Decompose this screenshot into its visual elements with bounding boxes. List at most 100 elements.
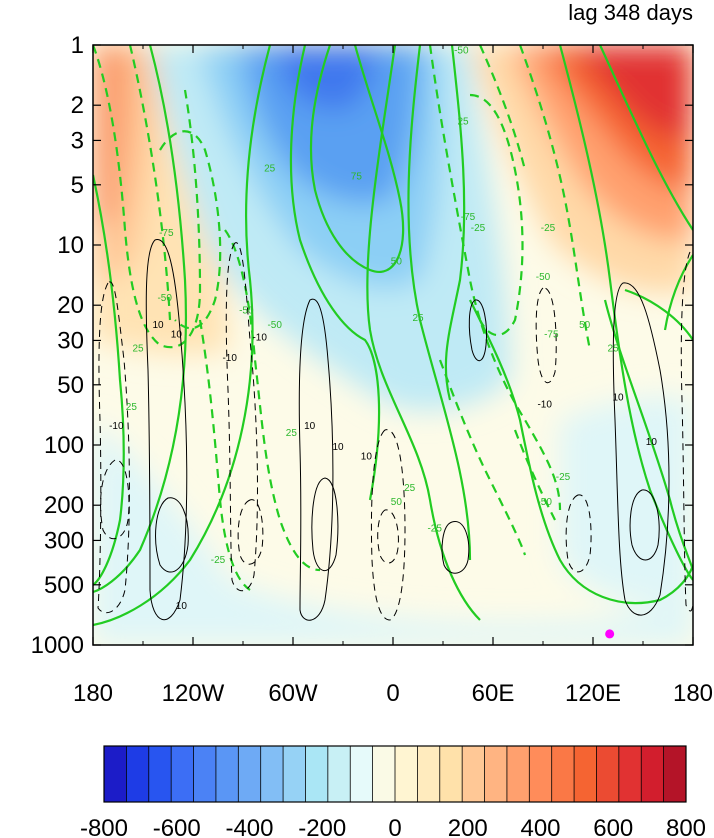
green-contour-label: 25 [412,313,424,324]
colorbar-swatch [171,746,195,802]
green-contour-label: 25 [457,117,469,128]
colorbar-swatch [529,746,553,802]
colorbar-tick-label: 200 [448,815,488,838]
green-contour-negative [478,45,527,171]
green-contour-label: 25 [607,343,619,354]
black-contour-label: 10 [612,393,624,404]
x-tick-label: 180 [673,680,713,707]
green-contour-positive [289,45,381,501]
green-contour-label: -25 [211,555,226,566]
colorbar-swatch [417,746,441,802]
green-contour-positive [93,174,125,586]
black-contours-dashed [97,242,693,621]
colorbar-swatch [484,746,508,802]
x-axis: 180 120W 60W 0 60E 120E 180 [73,45,713,707]
green-contour-positive [366,45,481,621]
filled-field [93,45,693,645]
y-tick-label: 10 [57,232,84,259]
green-contour-label: -50 [267,320,282,331]
black-contour-positive [612,282,670,616]
green-contour-positive [309,45,405,273]
green-contour-label: -25 [541,223,556,234]
colorbar-swatch [126,746,150,802]
black-contour-negative [237,499,264,565]
green-contour-label: 25 [132,343,144,354]
black-contour-negative [97,281,130,613]
black-contour-label: 10 [171,329,183,340]
green-contour-positive [603,299,693,571]
x-tick-label: 120E [565,680,621,707]
colorbar-tick-label: -600 [153,815,201,838]
field-right-high-core [575,45,690,140]
green-contour-label: -50 [157,293,172,304]
green-contour-label: 50 [391,256,403,267]
field-lower-right-pale-blue [560,396,693,604]
green-contour-label: 75 [351,171,363,182]
green-contour-label: -25 [427,523,442,534]
y-tick-label: 5 [71,172,84,199]
green-contour-negative [513,429,556,521]
black-contour-label: -10 [537,400,552,411]
green-contour-label: -50 [536,272,551,283]
green-contour-label: 50 [579,320,591,331]
green-contour-label: -25 [471,223,486,234]
colorbar-swatch [574,746,597,802]
colorbar-swatch [663,746,687,802]
colorbar-tick-label: -400 [225,815,273,838]
colorbar [103,745,687,803]
green-contour-positive [444,45,466,401]
black-contour-negative [225,242,258,592]
black-contour-positive [441,521,470,574]
colorbar-swatch [327,746,351,802]
colorbar-tick-label: -200 [298,815,346,838]
green-contour-positive [599,45,693,231]
field-lower-pale-blue [93,420,693,645]
colorbar-swatch [193,746,217,802]
colorbar-frame [103,745,687,803]
colorbar-tick-labels: -800 -600 -400 -200 0 200 400 600 800 [80,815,706,838]
y-tick-label: 20 [57,292,84,319]
green-contour-label: 25 [126,402,138,413]
colorbar-swatch [260,746,284,802]
colorbar-swatch [395,746,418,802]
green-contour-negative [128,45,172,321]
y-tick-label: 500 [44,572,84,599]
colorbar-swatch [283,746,306,802]
green-contour-label: 25 [264,164,276,175]
location-marker [605,629,615,639]
green-contour-label: -75 [544,329,559,340]
black-contour-positive [145,239,188,621]
colorbar-swatch [506,746,530,802]
colorbar-tick-label: 400 [520,815,560,838]
green-contours [93,45,693,627]
x-tick-label: 0 [386,680,399,707]
y-tick-label: 3 [71,127,84,154]
colorbar-swatch [596,746,620,802]
green-contour-positive [469,299,693,605]
black-contour-label: 10 [304,421,316,432]
x-tick-label: 180 [73,680,113,707]
y-tick-label: 50 [57,372,84,399]
black-contour-label: 10 [646,437,658,448]
green-contour-positive [624,288,693,341]
colorbar-swatch [439,746,463,802]
black-contour-label: 10 [332,442,344,453]
black-contour-positive [629,489,660,561]
green-contour-negative [518,45,592,351]
x-tick-label: 60W [268,680,318,707]
green-contour-label: -50 [454,45,469,56]
y-tick-label: 1000 [31,632,84,659]
colorbar-tick-label: 600 [593,815,633,838]
black-contour-negative [680,251,693,612]
black-contour-label: -10 [109,421,124,432]
colorbar-swatch [618,746,642,802]
black-contour-label: -10 [252,332,267,343]
green-contour-negative [438,359,527,556]
colorbar-tick-label: -800 [80,815,128,838]
chart-title: lag 348 days [568,0,693,25]
black-contour-positive [298,298,334,621]
colorbar-swatch [238,746,262,802]
green-contour-label: 25 [404,483,416,494]
black-contour-positive [468,299,487,362]
green-contour-label: -75 [159,228,174,239]
